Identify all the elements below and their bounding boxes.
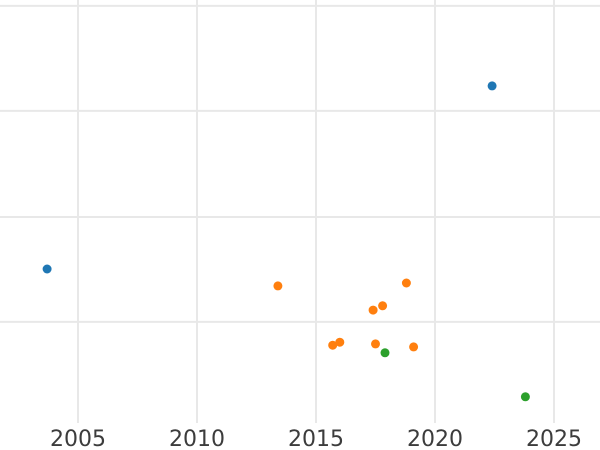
data-point-series-blue — [42, 264, 52, 274]
data-point-series-orange — [409, 342, 419, 352]
x-tick-label: 2025 — [526, 427, 582, 450]
gridlines — [0, 0, 600, 423]
x-axis-tick-labels: 2005 2010 2015 2020 2025 — [50, 427, 582, 450]
data-point-series-blue — [487, 81, 497, 91]
x-tick-label: 2015 — [288, 427, 344, 450]
data-point-series-orange — [378, 301, 388, 311]
data-point-series-green — [520, 392, 530, 402]
data-point-series-orange — [328, 340, 338, 350]
data-point-series-green — [380, 348, 390, 358]
data-point-series-orange — [335, 337, 345, 347]
data-point-series-orange — [273, 281, 283, 291]
data-point-series-orange — [401, 278, 411, 288]
x-tick-label: 2020 — [407, 427, 463, 450]
data-points — [42, 81, 530, 402]
x-tick-label: 2005 — [50, 427, 106, 450]
x-tick-label: 2010 — [169, 427, 225, 450]
data-point-series-orange — [371, 339, 380, 349]
data-point-series-orange — [368, 305, 378, 315]
